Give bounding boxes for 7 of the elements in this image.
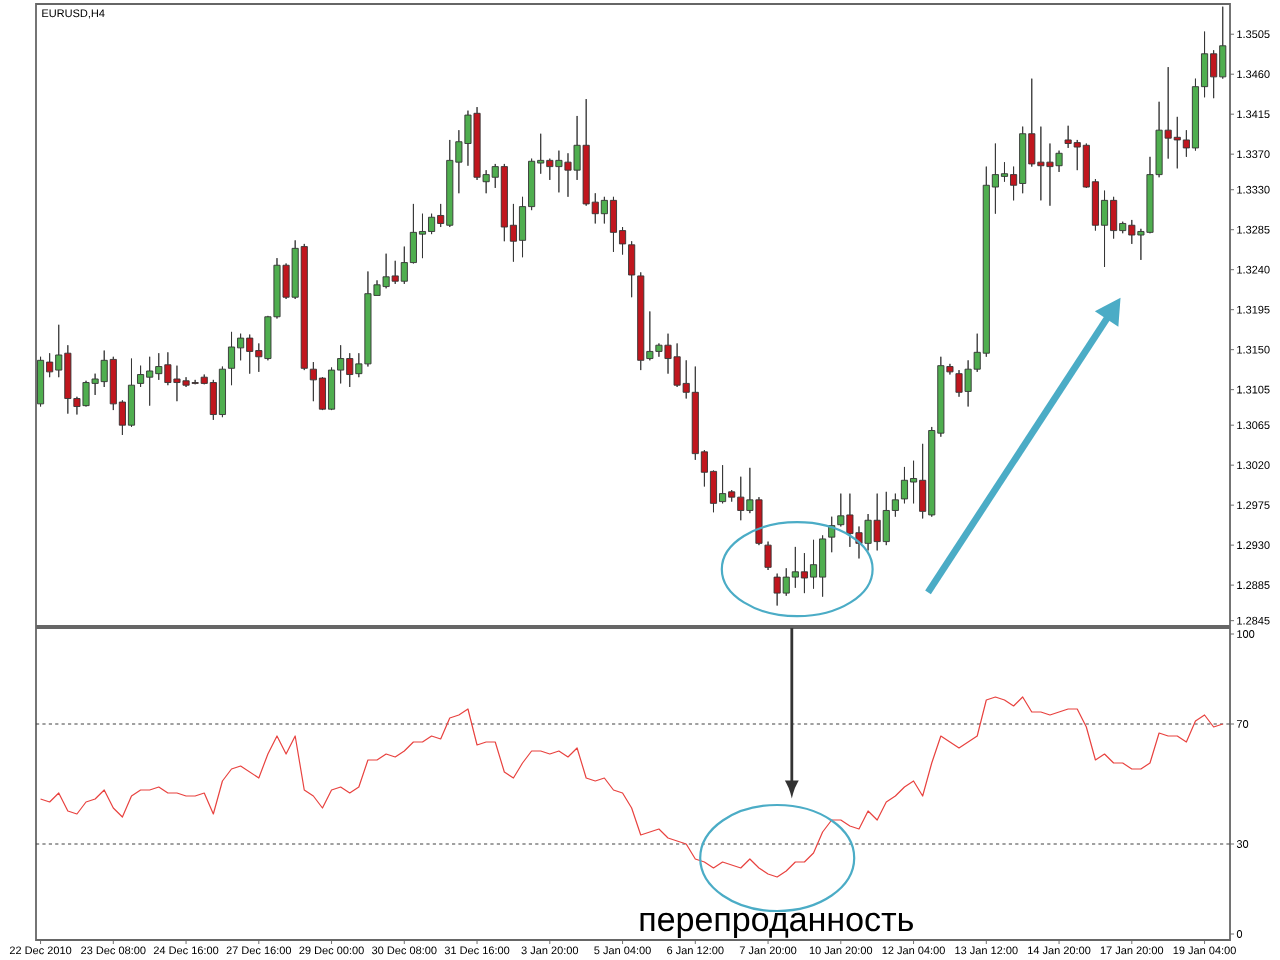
candlestick bbox=[764, 541, 772, 571]
candlestick bbox=[127, 358, 136, 428]
candlestick bbox=[227, 331, 236, 386]
candlestick bbox=[809, 539, 818, 590]
annotation: перепроданность bbox=[640, 912, 913, 939]
candlestick bbox=[37, 356, 45, 407]
candlestick bbox=[218, 366, 226, 418]
